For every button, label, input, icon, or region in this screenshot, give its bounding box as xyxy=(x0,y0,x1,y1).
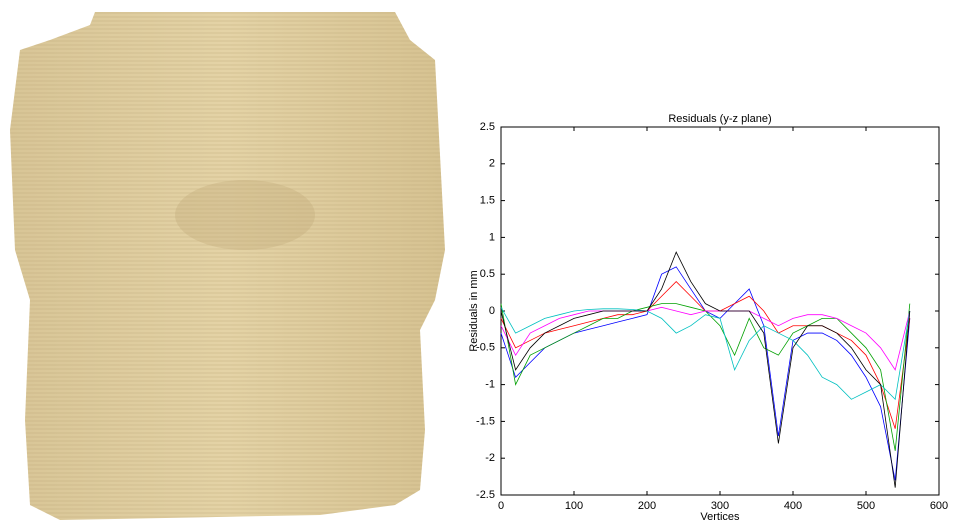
y-tick-label: -2.5 xyxy=(476,489,495,501)
y-tick-label: 0 xyxy=(489,305,495,317)
series-line xyxy=(500,266,911,481)
series-line xyxy=(500,307,911,401)
x-tick-label: 200 xyxy=(638,500,656,512)
series-line xyxy=(500,251,911,488)
x-tick-label: 600 xyxy=(930,500,948,512)
surface-render xyxy=(10,12,445,520)
x-tick-label: 400 xyxy=(784,500,802,512)
x-tick-label: 100 xyxy=(565,500,583,512)
y-tick-label: 2 xyxy=(489,158,495,170)
y-tick-label: 1.5 xyxy=(480,195,495,207)
y-axis-label: Residuals in mm xyxy=(468,270,480,351)
x-tick-label: 300 xyxy=(711,500,729,512)
series-line xyxy=(500,303,911,451)
x-tick-label: 500 xyxy=(857,500,875,512)
y-tick-label: 2.5 xyxy=(480,121,495,133)
y-tick-label: -1 xyxy=(485,379,495,391)
series-line xyxy=(500,306,911,371)
y-tick-label: -2 xyxy=(485,452,495,464)
x-axis-label: Vertices xyxy=(700,511,740,523)
y-tick-label: -0.5 xyxy=(476,342,495,354)
y-tick-label: 1 xyxy=(489,231,495,243)
y-tick-label: -1.5 xyxy=(476,415,495,427)
x-tick-label: 0 xyxy=(498,500,504,512)
y-tick-label: 0.5 xyxy=(480,268,495,280)
chart-title: Residuals (y-z plane) xyxy=(668,113,771,125)
